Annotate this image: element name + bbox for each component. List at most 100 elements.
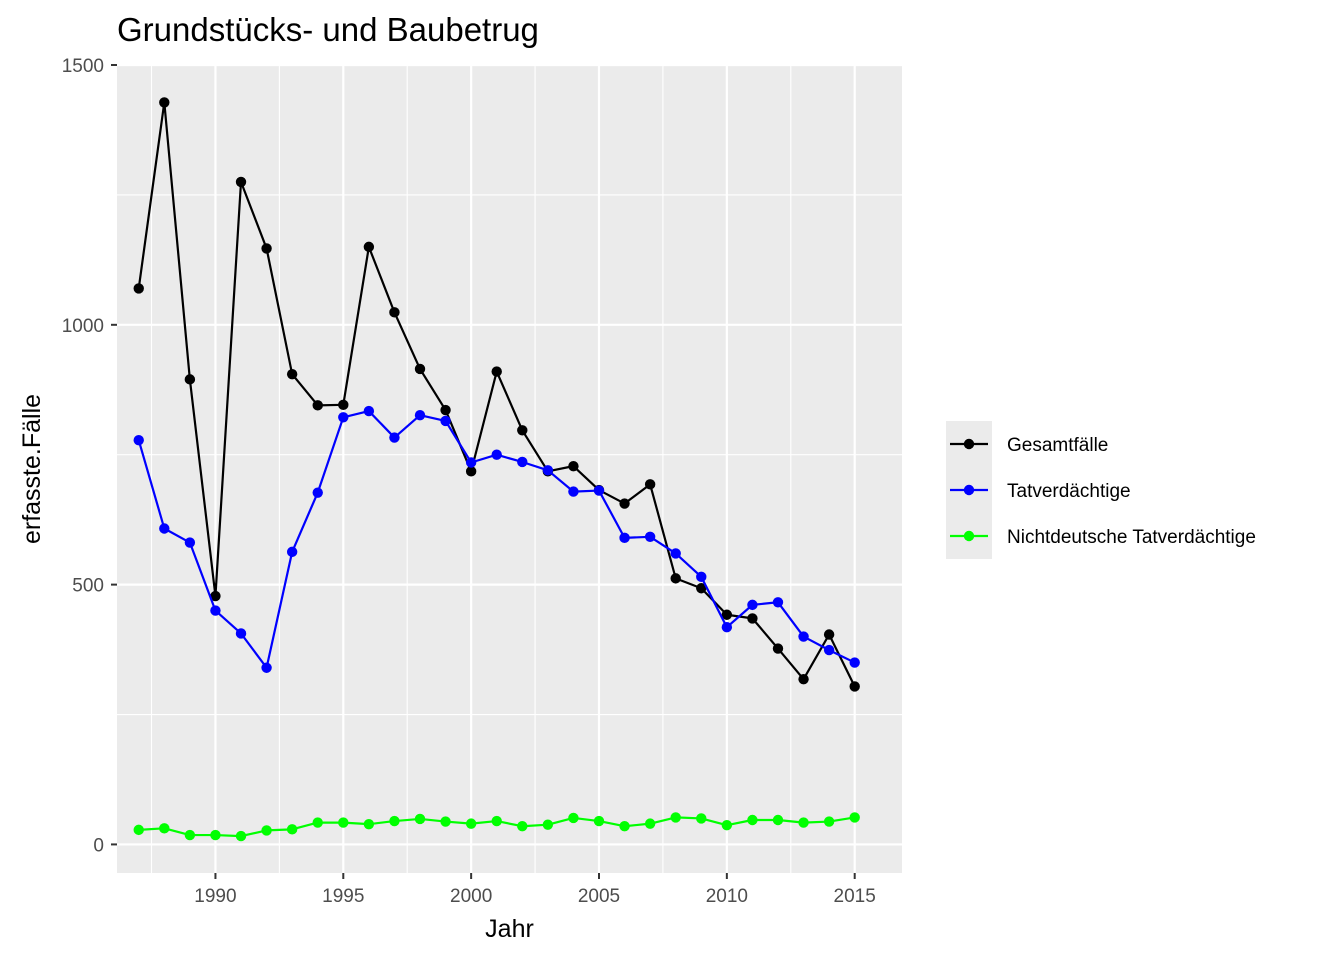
- major-grid: [117, 63, 902, 873]
- data-point-2: [619, 821, 630, 832]
- panel-background: [117, 65, 902, 873]
- legend-label: Tatverdächtige: [1007, 481, 1131, 502]
- x-tick-label: 1990: [194, 886, 236, 907]
- data-point-2: [542, 819, 554, 830]
- data-point-2: [184, 829, 196, 841]
- data-point-0: [491, 366, 502, 377]
- data-point-2: [338, 817, 349, 828]
- data-point-0: [772, 643, 784, 654]
- x-tick-label: 2010: [706, 886, 748, 907]
- data-point-0: [721, 609, 733, 620]
- data-point-0: [798, 673, 809, 685]
- data-point-2: [235, 830, 247, 842]
- axis-layer: 1990 1995 2000 2005 2010 2015 0 500 1000 1500: [62, 56, 876, 907]
- data-point-0: [363, 241, 375, 253]
- data-point-0: [465, 466, 477, 477]
- data-point-0: [312, 400, 323, 411]
- data-point-2: [414, 813, 426, 825]
- data-point-1: [363, 405, 375, 417]
- data-point-2: [772, 814, 784, 826]
- data-point-2: [261, 825, 272, 836]
- data-point-2: [286, 824, 298, 835]
- data-point-1: [721, 622, 733, 633]
- data-point-1: [184, 537, 196, 548]
- data-point-2: [389, 815, 400, 827]
- data-point-1: [568, 486, 579, 497]
- x-tick-label: 2015: [834, 886, 876, 907]
- x-tick-label: 2000: [450, 886, 492, 907]
- data-point-0: [619, 498, 630, 509]
- data-point-0: [644, 479, 656, 490]
- data-point-1: [823, 644, 835, 656]
- legend-label: Nichtdeutsche Tatverdächtige: [1007, 527, 1256, 548]
- data-point-2: [823, 816, 835, 827]
- data-point-0: [670, 573, 681, 584]
- y-tick-label: 1500: [62, 56, 104, 77]
- series-layer: [133, 97, 860, 842]
- data-point-0: [184, 374, 196, 385]
- data-point-1: [517, 456, 528, 468]
- data-point-2: [133, 824, 144, 836]
- data-point-0: [517, 425, 528, 436]
- data-point-1: [798, 631, 809, 642]
- data-point-1: [542, 465, 554, 476]
- data-point-1: [389, 432, 400, 443]
- chart-title: Grundstücks- und Baubetrug: [117, 11, 539, 48]
- data-point-2: [696, 813, 707, 824]
- data-point-2: [440, 816, 451, 827]
- data-point-0: [286, 368, 298, 380]
- minor-grid: [117, 65, 902, 873]
- data-point-2: [721, 819, 733, 831]
- data-point-0: [414, 363, 426, 375]
- data-point-2: [517, 821, 528, 832]
- legend: Gesamtfälle Tatverdächtige Nichtdeutsche T…: [946, 421, 1256, 559]
- y-tick-label: 500: [72, 576, 104, 597]
- legend-label: Gesamtfälle: [1007, 435, 1108, 456]
- legend-key-point: [963, 530, 975, 542]
- data-point-1: [286, 546, 298, 558]
- data-point-1: [312, 487, 323, 498]
- data-point-0: [696, 583, 707, 594]
- x-axis-title: Jahr: [485, 915, 534, 943]
- data-point-1: [772, 597, 784, 608]
- data-point-0: [261, 243, 272, 254]
- data-point-1: [261, 662, 272, 673]
- data-point-1: [210, 605, 221, 616]
- data-point-1: [644, 531, 656, 543]
- data-point-1: [619, 532, 630, 544]
- data-point-2: [465, 818, 477, 829]
- y-tick-label: 0: [93, 835, 104, 856]
- data-point-1: [440, 415, 451, 427]
- data-point-1: [465, 457, 477, 468]
- data-point-1: [491, 449, 502, 460]
- data-point-1: [593, 485, 605, 496]
- x-tick-label: 1995: [322, 886, 364, 907]
- data-point-2: [363, 818, 375, 830]
- data-point-0: [133, 283, 144, 294]
- data-point-0: [389, 307, 400, 318]
- data-point-1: [159, 523, 170, 534]
- data-point-0: [440, 404, 451, 416]
- legend-key-point: [963, 438, 975, 450]
- data-point-0: [159, 97, 170, 108]
- data-point-1: [414, 410, 426, 421]
- data-point-1: [696, 571, 707, 583]
- data-point-0: [210, 590, 221, 602]
- data-point-0: [338, 399, 349, 411]
- data-point-2: [568, 812, 579, 824]
- y-tick-label: 1000: [62, 316, 104, 337]
- data-point-0: [823, 629, 835, 640]
- data-point-2: [670, 812, 681, 823]
- data-point-1: [235, 628, 247, 639]
- data-point-2: [747, 814, 758, 826]
- y-axis-title: erfasste.Fälle: [18, 394, 46, 544]
- data-point-0: [235, 176, 247, 188]
- data-point-2: [849, 812, 860, 823]
- data-point-1: [747, 599, 758, 611]
- data-point-2: [593, 815, 605, 827]
- data-point-2: [798, 817, 809, 828]
- data-point-1: [670, 548, 681, 559]
- data-point-0: [568, 460, 579, 472]
- data-point-2: [644, 818, 656, 829]
